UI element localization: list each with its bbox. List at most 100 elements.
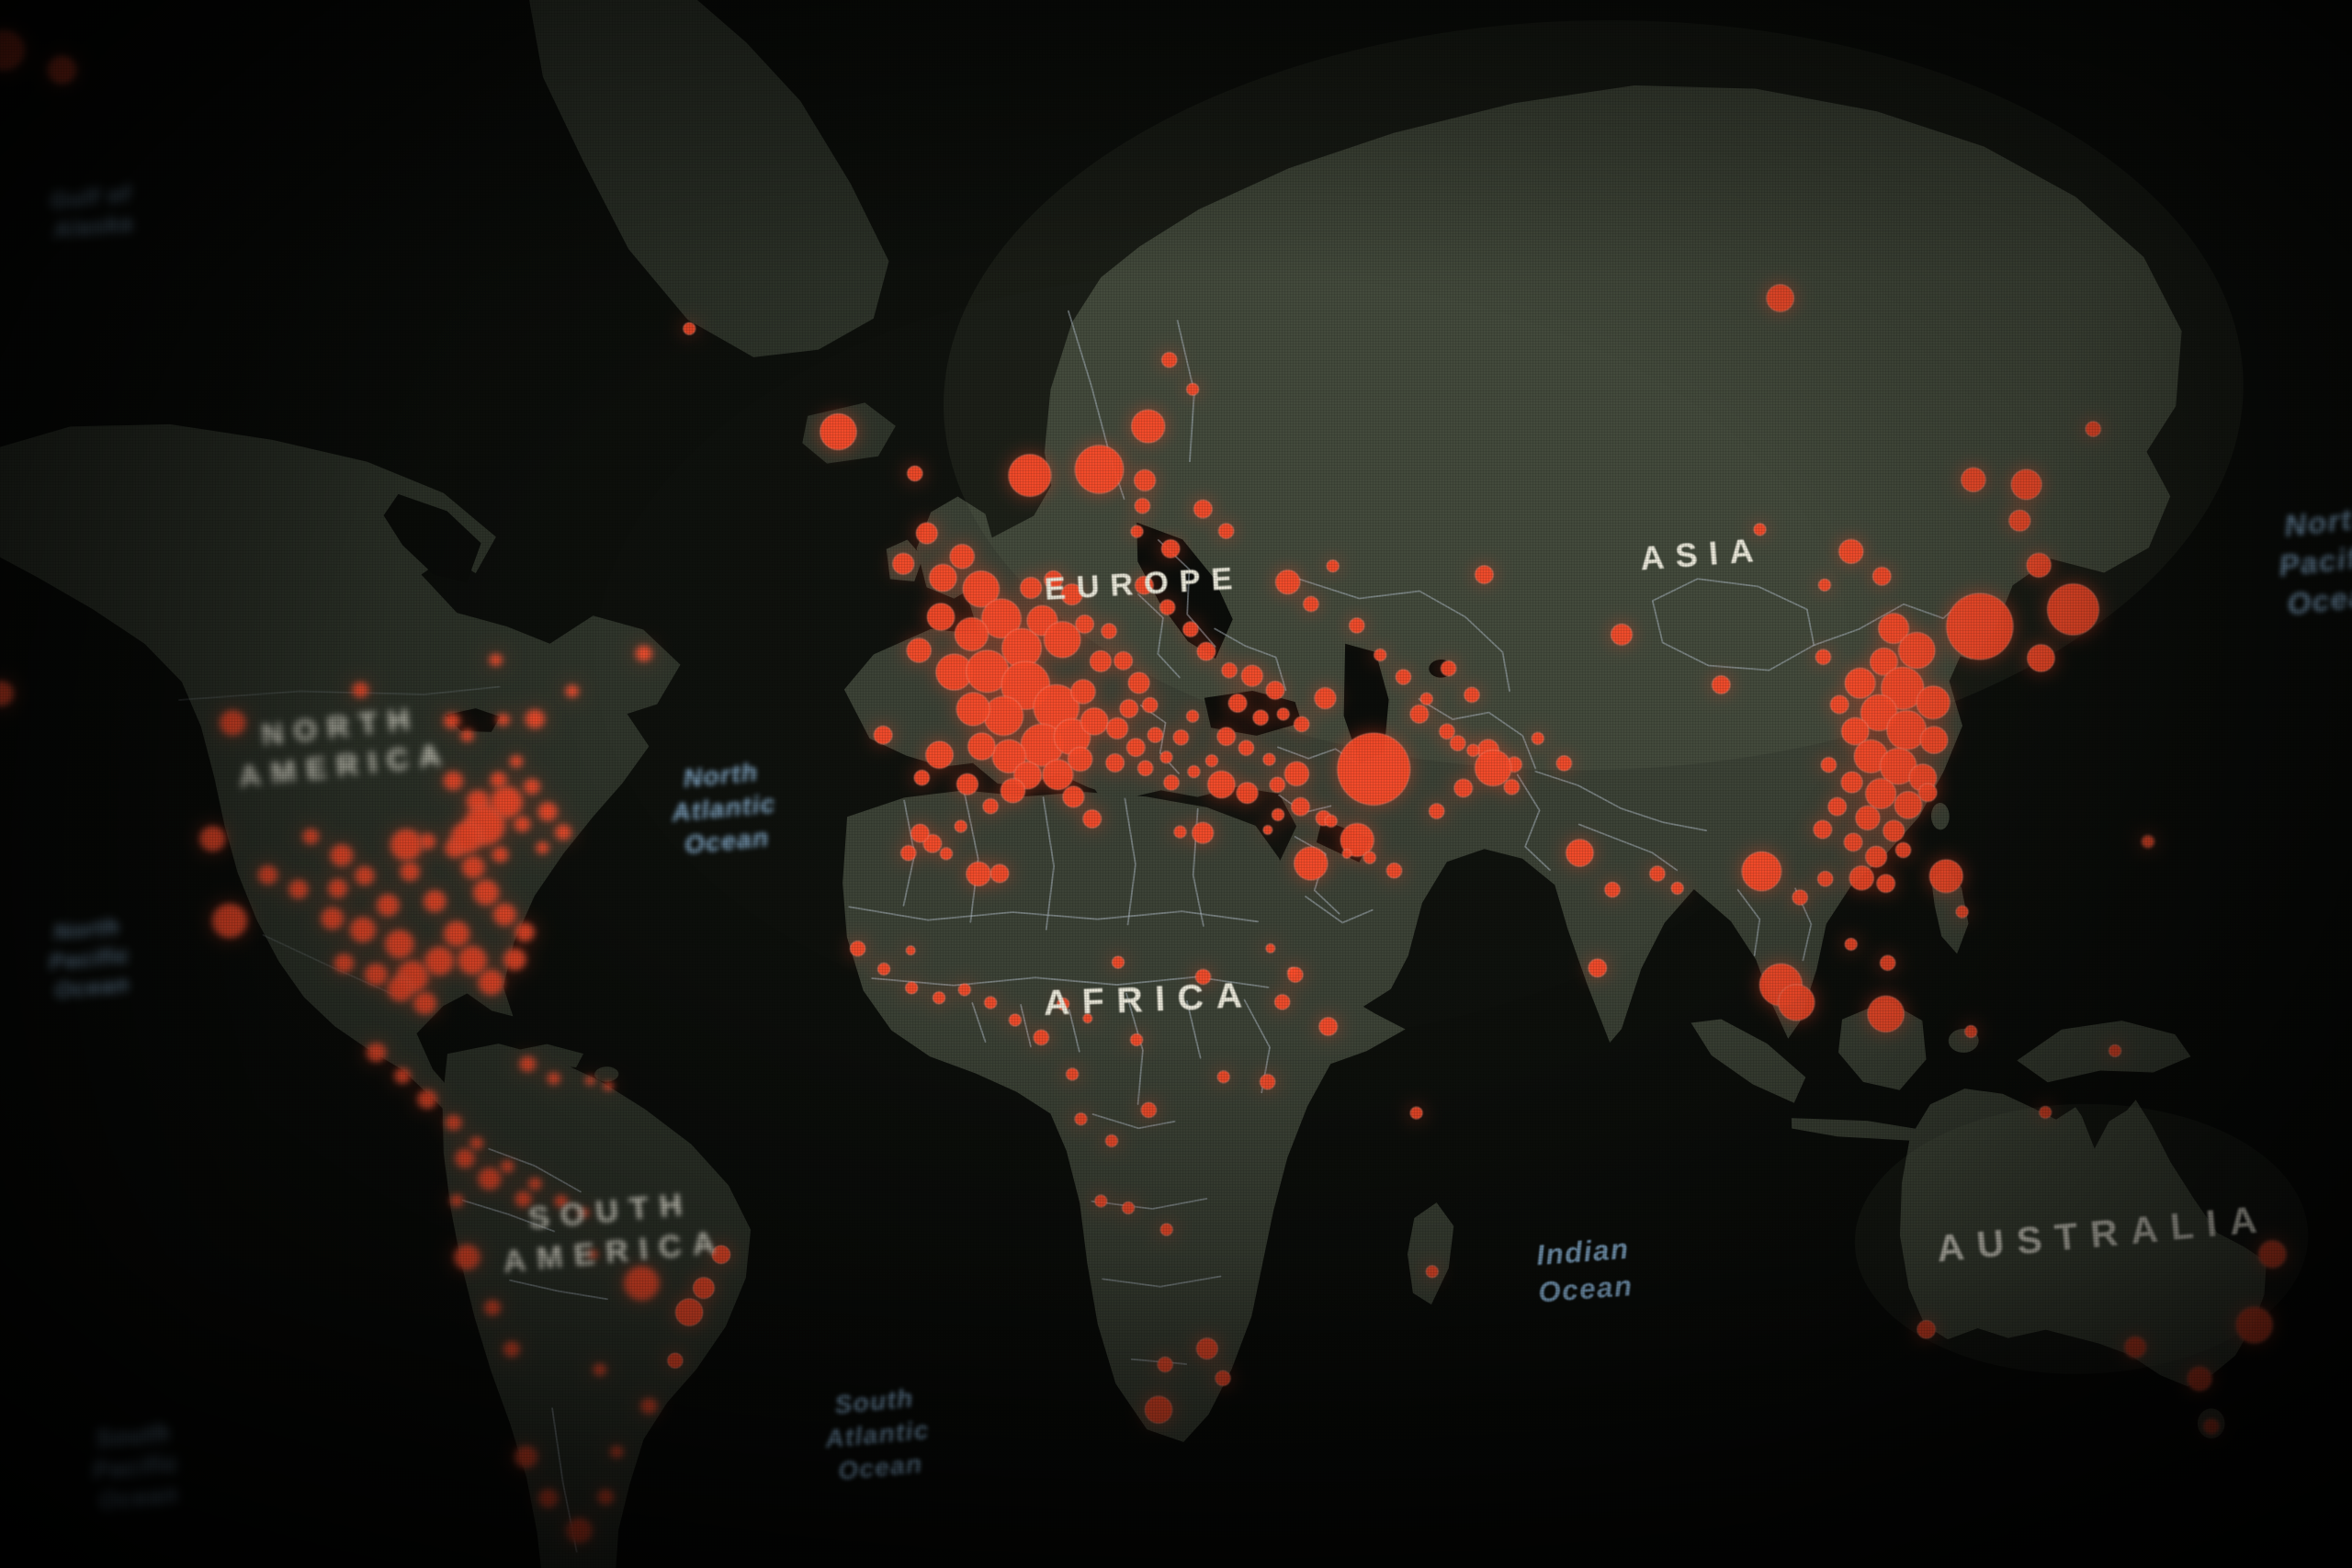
case-dot[interactable] bbox=[1314, 687, 1337, 710]
case-dot[interactable] bbox=[904, 981, 919, 995]
case-dot[interactable] bbox=[524, 778, 540, 795]
case-dot[interactable] bbox=[1221, 662, 1238, 679]
case-dot[interactable] bbox=[928, 563, 957, 592]
case-dot[interactable] bbox=[1160, 538, 1181, 558]
case-dot[interactable] bbox=[478, 1168, 501, 1190]
case-dot[interactable] bbox=[926, 603, 956, 631]
case-dot[interactable] bbox=[2257, 1240, 2287, 1269]
case-dot[interactable] bbox=[1531, 731, 1544, 745]
case-dot[interactable] bbox=[915, 522, 938, 545]
case-dot[interactable] bbox=[635, 645, 652, 662]
case-dot[interactable] bbox=[957, 983, 971, 997]
case-dot[interactable] bbox=[2203, 1418, 2220, 1435]
case-dot[interactable] bbox=[1670, 881, 1684, 896]
case-dot[interactable] bbox=[1349, 617, 1365, 634]
case-dot[interactable] bbox=[1867, 995, 1905, 1032]
case-dot[interactable] bbox=[1111, 955, 1125, 969]
case-dot[interactable] bbox=[538, 1488, 559, 1508]
case-dot[interactable] bbox=[1252, 709, 1269, 726]
case-dot[interactable] bbox=[906, 465, 923, 482]
case-dot[interactable] bbox=[1844, 667, 1876, 699]
case-dot[interactable] bbox=[462, 856, 485, 879]
case-dot[interactable] bbox=[1294, 846, 1329, 881]
case-dot[interactable] bbox=[450, 1193, 464, 1208]
case-dot[interactable] bbox=[1817, 578, 1832, 592]
case-dot[interactable] bbox=[1000, 778, 1026, 804]
case-dot[interactable] bbox=[1711, 675, 1731, 694]
case-dot[interactable] bbox=[1374, 648, 1387, 662]
case-dot[interactable] bbox=[2124, 1336, 2147, 1359]
case-dot[interactable] bbox=[514, 1446, 537, 1469]
case-dot[interactable] bbox=[1216, 727, 1237, 747]
case-dot[interactable] bbox=[1271, 807, 1285, 822]
case-dot[interactable] bbox=[493, 903, 516, 926]
case-dot[interactable] bbox=[1236, 782, 1259, 805]
case-dot[interactable] bbox=[490, 772, 507, 788]
case-dot[interactable] bbox=[1464, 686, 1480, 704]
case-dot[interactable] bbox=[584, 1075, 595, 1086]
case-dot[interactable] bbox=[491, 786, 523, 818]
case-dot[interactable] bbox=[876, 962, 891, 976]
case-dot[interactable] bbox=[1159, 1223, 1173, 1236]
case-dot[interactable] bbox=[1879, 954, 1896, 971]
case-dot[interactable] bbox=[1409, 1106, 1423, 1120]
case-dot[interactable] bbox=[1141, 696, 1159, 714]
case-dot[interactable] bbox=[2008, 509, 2031, 532]
case-dot[interactable] bbox=[450, 821, 482, 853]
case-dot[interactable] bbox=[1928, 859, 1963, 894]
case-dot[interactable] bbox=[1766, 284, 1795, 312]
case-dot[interactable] bbox=[1187, 764, 1201, 779]
case-dot[interactable] bbox=[1588, 958, 1608, 978]
case-dot[interactable] bbox=[640, 1398, 658, 1415]
case-dot[interactable] bbox=[1216, 1070, 1230, 1084]
case-dot[interactable] bbox=[458, 946, 487, 975]
case-dot[interactable] bbox=[624, 1266, 660, 1301]
case-dot[interactable] bbox=[1238, 739, 1255, 756]
case-dot[interactable] bbox=[1104, 1134, 1119, 1148]
case-dot[interactable] bbox=[1894, 841, 1912, 859]
case-dot[interactable] bbox=[478, 969, 504, 996]
case-dot[interactable] bbox=[913, 769, 931, 786]
case-dot[interactable] bbox=[2108, 1043, 2122, 1058]
case-dot[interactable] bbox=[1503, 778, 1521, 795]
case-dot[interactable] bbox=[1363, 851, 1376, 864]
case-dot[interactable] bbox=[1326, 559, 1340, 573]
case-dot[interactable] bbox=[1192, 821, 1215, 844]
case-dot[interactable] bbox=[1865, 778, 1897, 809]
case-dot[interactable] bbox=[1649, 865, 1666, 882]
case-dot[interactable] bbox=[1865, 845, 1888, 868]
case-dot[interactable] bbox=[1474, 565, 1494, 584]
case-dot[interactable] bbox=[443, 712, 460, 729]
case-dot[interactable] bbox=[424, 946, 454, 976]
case-dot[interactable] bbox=[1555, 755, 1573, 772]
case-dot[interactable] bbox=[48, 55, 76, 85]
case-dot[interactable] bbox=[1917, 783, 1938, 803]
case-dot[interactable] bbox=[1033, 1029, 1050, 1046]
case-dot[interactable] bbox=[1217, 523, 1235, 539]
case-dot[interactable] bbox=[1849, 865, 1874, 891]
case-dot[interactable] bbox=[983, 996, 998, 1010]
case-dot[interactable] bbox=[367, 1043, 386, 1063]
case-dot[interactable] bbox=[525, 709, 545, 729]
case-dot[interactable] bbox=[1144, 1395, 1173, 1424]
case-dot[interactable] bbox=[1147, 727, 1164, 743]
case-dot[interactable] bbox=[528, 1177, 542, 1190]
case-dot[interactable] bbox=[1898, 631, 1936, 670]
case-dot[interactable] bbox=[330, 844, 353, 867]
case-dot[interactable] bbox=[334, 953, 354, 973]
case-dot[interactable] bbox=[258, 865, 278, 885]
case-dot[interactable] bbox=[519, 1055, 537, 1073]
case-dot[interactable] bbox=[2026, 552, 2052, 578]
case-dot[interactable] bbox=[1182, 621, 1199, 637]
case-dot[interactable] bbox=[1871, 566, 1892, 586]
case-dot[interactable] bbox=[1129, 1032, 1144, 1047]
case-dot[interactable] bbox=[445, 1114, 462, 1131]
case-dot[interactable] bbox=[1159, 599, 1176, 615]
case-dot[interactable] bbox=[1917, 1319, 1937, 1339]
case-dot[interactable] bbox=[949, 544, 975, 570]
case-dot[interactable] bbox=[2027, 644, 2055, 672]
case-dot[interactable] bbox=[388, 976, 413, 1002]
case-dot[interactable] bbox=[547, 1071, 560, 1086]
case-dot[interactable] bbox=[1276, 707, 1290, 721]
case-dot[interactable] bbox=[394, 1067, 411, 1084]
